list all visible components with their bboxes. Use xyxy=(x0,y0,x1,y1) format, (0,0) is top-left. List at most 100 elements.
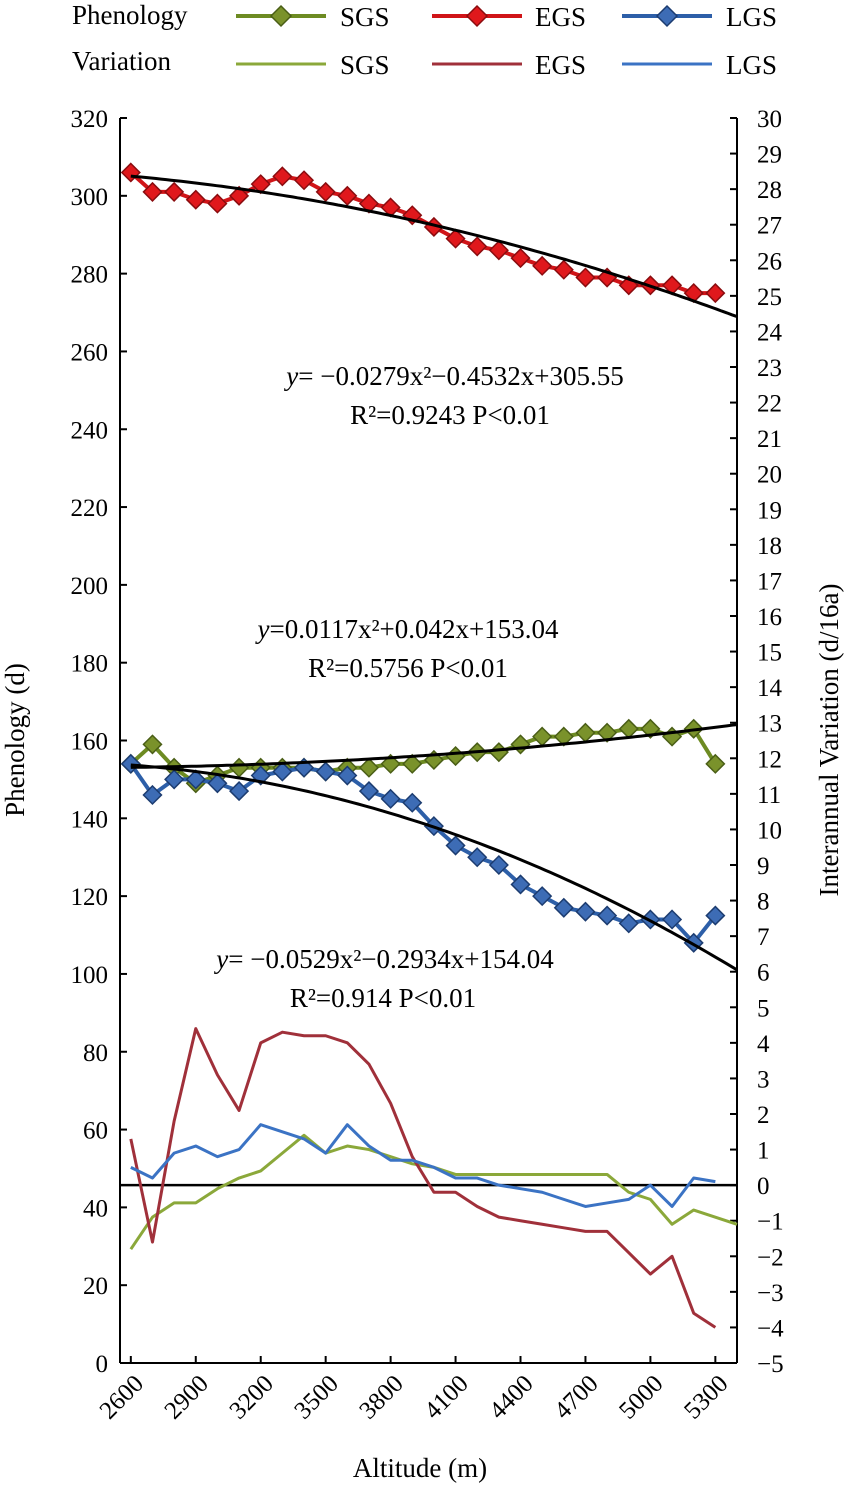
equation-sgs-line1: =0.0117x²+0.042x+153.04 xyxy=(269,614,559,644)
phenology-point-lgs xyxy=(575,901,596,922)
phenology-point-egs xyxy=(185,189,206,210)
x-tick-label: 2600 xyxy=(95,1370,149,1424)
equation-lgs-line2: R²=0.914 P<0.01 xyxy=(290,983,476,1013)
phenology-point-egs xyxy=(293,170,315,191)
left-tick-label: 80 xyxy=(83,1040,108,1067)
phenology-point-lgs xyxy=(185,769,206,790)
phenology-point-sgs xyxy=(705,753,726,774)
phenology-point-egs xyxy=(575,267,596,288)
legend-pheno-egs: EGS xyxy=(432,2,586,32)
left-tick-label: 40 xyxy=(83,1195,108,1222)
left-tick-label: 60 xyxy=(83,1118,108,1145)
right-tick-label: 10 xyxy=(757,817,782,844)
equation-sgs: y=0.0117x²+0.042x+153.04 R²=0.5756 P<0.0… xyxy=(254,614,559,683)
right-tick-label: −3 xyxy=(757,1280,784,1307)
x-tick-label: 4100 xyxy=(419,1370,473,1424)
phenology-point-egs xyxy=(229,185,250,206)
legend-var-egs: EGS xyxy=(432,50,586,80)
phenology-point-sgs xyxy=(618,718,639,739)
right-tick-label: 25 xyxy=(757,284,782,311)
right-tick-label: 2 xyxy=(757,1102,770,1129)
phenology-point-egs xyxy=(337,185,358,206)
left-tick-label: 160 xyxy=(71,729,109,756)
phenology-point-sgs xyxy=(488,742,509,763)
right-tick-label: −4 xyxy=(757,1315,784,1342)
right-tick-label: 26 xyxy=(757,248,782,275)
right-tick-label: 7 xyxy=(757,924,770,951)
phenology-point-lgs xyxy=(553,897,574,918)
variation-line-egs xyxy=(129,1027,717,1329)
phenology-point-sgs xyxy=(402,753,423,774)
phenology-point-sgs xyxy=(358,757,380,778)
left-tick-label: 0 xyxy=(96,1351,109,1378)
right-tick-label: 21 xyxy=(757,426,782,453)
right-tick-label: 19 xyxy=(757,497,782,524)
equation-lgs-line1: = −0.0529x²−0.2934x+154.04 xyxy=(228,944,554,974)
phenology-point-lgs xyxy=(337,765,358,786)
y-right-axis-title: Interannual Variation (d/16a) xyxy=(814,584,844,897)
phenology-point-lgs xyxy=(661,909,683,930)
x-axis-title: Altitude (m) xyxy=(353,1453,487,1483)
right-tick-label: 30 xyxy=(757,106,782,133)
legend-variation-label: Variation xyxy=(72,46,171,76)
phenology-point-lgs xyxy=(164,769,185,790)
phenology-point-lgs xyxy=(229,781,250,802)
legend: Phenology Variation SGS EGS LGS SGS EGS xyxy=(72,0,777,80)
legend-pheno-sgs-label: SGS xyxy=(340,2,390,32)
x-tick-label: 3800 xyxy=(354,1370,408,1424)
phenology-point-lgs xyxy=(142,784,163,806)
phenology-point-egs xyxy=(488,240,509,261)
phenology-point-lgs xyxy=(597,905,618,926)
right-tick-label: 29 xyxy=(757,142,782,169)
phenology-point-egs xyxy=(532,255,553,276)
equation-lgs: y= −0.0529x²−0.2934x+154.04 R²=0.914 P<0… xyxy=(213,944,554,1013)
right-tick-label: 5 xyxy=(757,995,770,1022)
right-tick-label: −5 xyxy=(757,1351,784,1378)
right-axis-ticks: −5−4−3−2−1012345678910111213141516171819… xyxy=(730,106,784,1378)
equation-egs-line2: R²=0.9243 P<0.01 xyxy=(350,400,550,430)
left-tick-label: 280 xyxy=(71,262,109,289)
right-tick-label: 8 xyxy=(757,889,770,916)
phenology-point-lgs xyxy=(272,761,293,782)
equation-egs-line1: = −0.0279x²−0.4532x+305.55 xyxy=(298,361,624,391)
x-tick-label: 4400 xyxy=(484,1370,538,1424)
right-tick-label: 28 xyxy=(757,177,782,204)
equation-egs-prefix: y xyxy=(283,361,298,391)
legend-var-egs-label: EGS xyxy=(535,50,586,80)
phenology-point-lgs xyxy=(467,847,488,868)
right-tick-label: 18 xyxy=(757,533,782,560)
x-tick-label: 5000 xyxy=(614,1370,668,1424)
variation-line-lgs xyxy=(130,1123,716,1208)
phenology-point-egs xyxy=(445,228,466,249)
phenology-point-lgs xyxy=(618,913,639,934)
left-tick-label: 260 xyxy=(71,339,109,366)
right-tick-label: 12 xyxy=(757,746,782,773)
fit-curve-lgs xyxy=(130,763,738,972)
x-tick-label: 4700 xyxy=(549,1370,603,1424)
phenology-point-lgs xyxy=(445,835,466,856)
phenology-point-egs xyxy=(402,205,423,226)
y-left-axis-title: Phenology (d) xyxy=(0,663,30,817)
right-tick-label: 24 xyxy=(757,319,783,346)
fit-curves xyxy=(130,174,738,972)
phenology-point-lgs xyxy=(402,792,423,813)
x-tick-label: 3500 xyxy=(289,1370,343,1424)
left-axis-ticks: 0 20 40 60 80 100 120 140 160 180 200 220 240 260 280 3… xyxy=(71,106,127,1378)
svg-text:y= −0.0279x²−0.4532x+305.55: y= −0.0279x²−0.4532x+305.55 xyxy=(283,361,624,391)
legend-var-lgs-label: LGS xyxy=(726,50,777,80)
x-tick-label: 2900 xyxy=(160,1370,214,1424)
phenology-point-lgs xyxy=(510,874,531,895)
equation-lgs-prefix: y xyxy=(213,944,228,974)
phenology-point-sgs xyxy=(510,734,531,755)
left-tick-label: 220 xyxy=(71,495,109,522)
right-tick-label: −2 xyxy=(757,1244,784,1271)
right-tick-label: 9 xyxy=(757,853,770,880)
phenology-point-egs xyxy=(705,283,726,304)
variation-series xyxy=(129,1027,738,1329)
phenology-point-sgs xyxy=(575,722,596,743)
right-tick-label: 1 xyxy=(757,1138,770,1165)
right-tick-label: 20 xyxy=(757,462,782,489)
legend-var-sgs: SGS xyxy=(236,50,390,80)
phenology-point-sgs xyxy=(553,726,574,747)
right-tick-label: 27 xyxy=(757,213,782,240)
